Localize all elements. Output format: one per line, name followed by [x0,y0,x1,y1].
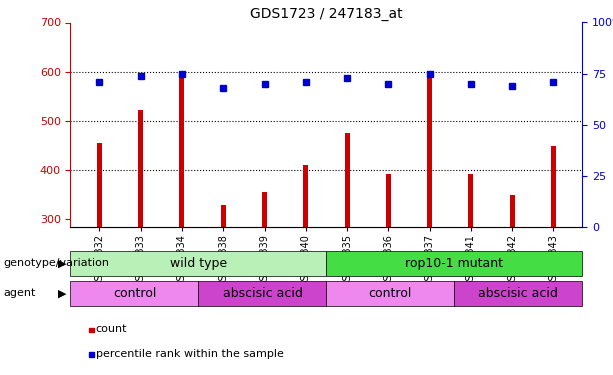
Bar [327,281,454,306]
Text: control: control [113,287,156,300]
Text: genotype/variation: genotype/variation [3,258,109,268]
Bar [427,72,432,227]
Title: GDS1723 / 247183_at: GDS1723 / 247183_at [250,8,403,21]
Bar [70,251,327,276]
Text: percentile rank within the sample: percentile rank within the sample [96,349,283,358]
Text: control: control [368,287,412,300]
Bar [551,146,556,227]
Text: wild type: wild type [170,257,227,270]
Text: agent: agent [3,288,36,298]
Text: count: count [96,324,127,334]
Text: abscisic acid: abscisic acid [223,287,302,300]
Text: ▶: ▶ [58,288,66,298]
Bar [303,165,308,227]
Bar [138,110,143,227]
Bar [221,205,226,227]
Bar [327,251,582,276]
Bar [345,133,349,227]
Bar [468,174,473,227]
Text: rop10-1 mutant: rop10-1 mutant [405,257,503,270]
Text: ▶: ▶ [58,258,66,268]
Text: abscisic acid: abscisic acid [478,287,558,300]
Bar [199,281,327,306]
Bar [70,281,199,306]
Bar [262,192,267,227]
Bar [180,72,185,227]
Bar [454,281,582,306]
Bar [509,195,515,227]
Bar [386,174,391,227]
Bar [97,143,102,227]
